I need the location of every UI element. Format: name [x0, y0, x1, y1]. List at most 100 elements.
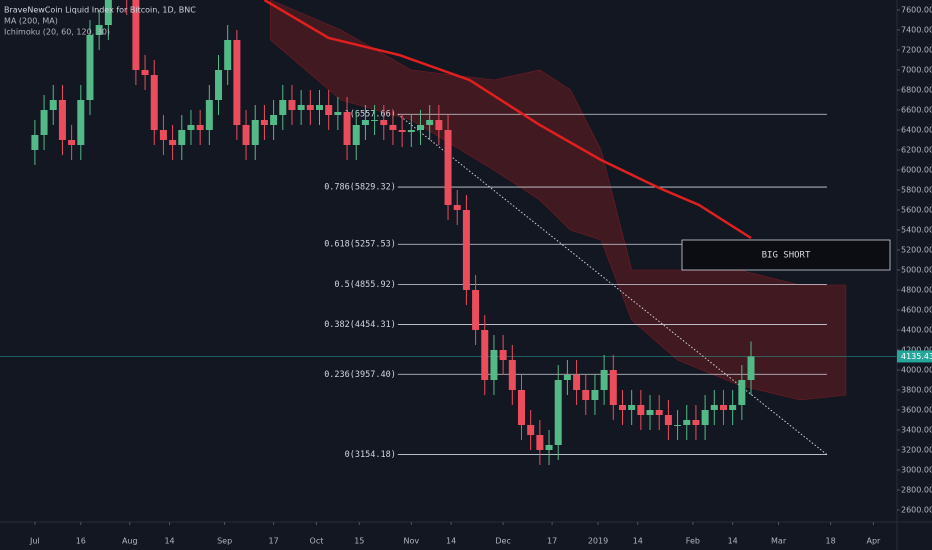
candle-body [591, 390, 599, 400]
candle-body [407, 130, 415, 132]
y-tick-label: 6000.00 [901, 166, 932, 175]
candle-body [600, 370, 608, 390]
candle-body [251, 120, 259, 145]
candle-body [416, 125, 424, 130]
y-tick-label: 3600.00 [901, 406, 932, 415]
candle-body [618, 405, 626, 410]
candle-body [288, 100, 296, 110]
y-tick-label: 3400.00 [901, 426, 932, 435]
y-tick-label: 3000.00 [901, 466, 932, 475]
y-tick-label: 5800.00 [901, 186, 932, 195]
candle-body [628, 405, 636, 410]
candle-body [306, 105, 314, 110]
x-tick-label: Feb [686, 537, 700, 546]
candle-body [701, 410, 709, 425]
indicator-label: MA (200, MA) [4, 17, 58, 26]
y-tick-label: 7400.00 [901, 26, 932, 35]
trendline [397, 113, 828, 455]
x-tick-label: Jul [29, 537, 40, 546]
candle-body [279, 100, 287, 115]
candle-body [692, 420, 700, 425]
candle-body [361, 120, 369, 125]
chart-title: BraveNewCoin Liquid Index for Bitcoin, 1… [4, 6, 196, 15]
candle-body [141, 70, 149, 75]
fib-label: 0.382(4454.31) [324, 320, 396, 330]
candle-body [508, 360, 516, 390]
candle-body [325, 105, 333, 115]
candle-body [398, 130, 406, 132]
candle-body [49, 100, 57, 110]
fib-label: 0.236(3957.40) [324, 370, 396, 380]
candle-body [582, 390, 590, 400]
candle-body [187, 125, 195, 130]
candle-body [389, 125, 397, 130]
y-tick-label: 4200.00 [901, 346, 932, 355]
indicator-label: Ichimoku (20, 60, 120, 30) [4, 28, 110, 37]
x-tick-label: Sep [217, 537, 232, 546]
candle-body [472, 290, 480, 330]
y-tick-label: 6400.00 [901, 126, 932, 135]
candle-body [132, 0, 140, 70]
candle-body [554, 380, 562, 445]
y-tick-label: 2600.00 [901, 506, 932, 515]
candle-body [205, 100, 213, 130]
x-tick-label: Apr [867, 537, 882, 546]
candle-body [380, 120, 388, 125]
annotation-box [681, 239, 891, 271]
candle-body [490, 350, 498, 380]
y-tick-label: 5600.00 [901, 206, 932, 215]
x-tick-label: Dec [495, 537, 510, 546]
x-tick-label: Aug [122, 537, 138, 546]
candle-body [481, 330, 489, 380]
candle-body [719, 405, 727, 410]
x-tick-label: 17 [547, 537, 557, 546]
fib-label: 0.5(4855.92) [334, 280, 395, 290]
candle-body [517, 390, 525, 425]
last-price-label: 4135.43 [901, 352, 932, 361]
x-tick-label: 17 [269, 537, 279, 546]
fib-label: 0(3154.18) [345, 450, 396, 460]
candle-body [738, 380, 746, 405]
y-tick-label: 5400.00 [901, 226, 932, 235]
candle-body [729, 405, 737, 410]
y-tick-label: 2800.00 [901, 486, 932, 495]
candle-body [444, 130, 452, 205]
fib-label: 0.618(5257.53) [324, 240, 396, 250]
candle-body [233, 40, 241, 125]
x-tick-label: Oct [310, 537, 324, 546]
x-tick-label: Mar [771, 537, 787, 546]
ma-line [263, 0, 752, 240]
y-tick-label: 5000.00 [901, 266, 932, 275]
candle-body [178, 130, 186, 145]
candle-body [196, 125, 204, 130]
candle-body [499, 350, 507, 360]
candle-body [683, 420, 691, 425]
y-tick-label: 5200.00 [901, 246, 932, 255]
plot: 1(6557.66) 0.786(5829.32) 0.618(5257.53) 0.… [0, 0, 897, 465]
x-tick-label: 14 [728, 537, 738, 546]
candle-body [674, 425, 682, 426]
candle-body [453, 205, 461, 210]
candle-body [95, 25, 103, 35]
candle-body [159, 130, 167, 140]
candle-body [646, 410, 654, 415]
candle-body [150, 75, 158, 130]
candle-body [352, 125, 360, 145]
last-price-tag [897, 350, 932, 363]
candle-body [334, 112, 342, 115]
x-tick-label: 14 [446, 537, 456, 546]
candle-body [747, 356, 755, 380]
y-tick-label: 7000.00 [901, 66, 932, 75]
candle-body [104, 0, 112, 25]
candle-body [371, 120, 379, 121]
candle-body [435, 120, 443, 130]
x-tick-label: Nov [404, 537, 420, 546]
annotation: BIG SHORT [762, 251, 811, 261]
y-tick-label: 6800.00 [901, 86, 932, 95]
fib-label: 0.786(5829.32) [324, 183, 396, 193]
y-tick-label: 6600.00 [901, 106, 932, 115]
x-tick-label: 18 [825, 537, 835, 546]
y-tick-label: 4600.00 [901, 306, 932, 315]
candle-body [316, 105, 324, 110]
